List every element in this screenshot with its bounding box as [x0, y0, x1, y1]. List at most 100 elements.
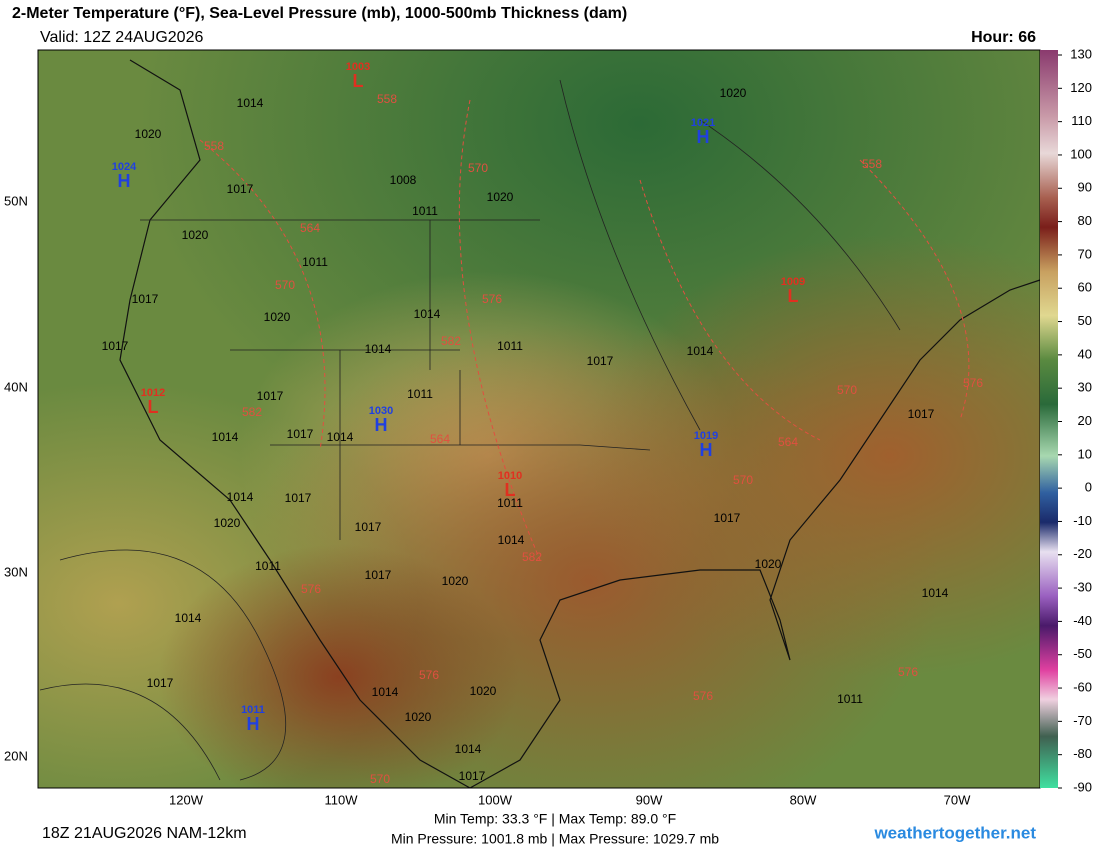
- isobar-label: 1017: [355, 520, 382, 534]
- longitude-label: 120W: [169, 792, 204, 807]
- isobar-label: 1011: [837, 692, 863, 706]
- colorbar-label: 110: [1071, 113, 1092, 128]
- colorbar-label: 30: [1078, 380, 1092, 395]
- isobar-label: 1020: [135, 127, 162, 141]
- colorbar-label: 50: [1078, 313, 1092, 328]
- isobar-label: 1020: [214, 516, 241, 530]
- thickness-label: 582: [242, 405, 262, 419]
- isobar-label: 1011: [255, 559, 281, 573]
- latitude-label: 20N: [4, 748, 28, 763]
- colorbar: [1040, 50, 1058, 788]
- colorbar-label: 100: [1070, 146, 1092, 161]
- isobar-label: 1020: [755, 557, 782, 571]
- longitude-label: 110W: [325, 792, 359, 807]
- isobar-label: 1020: [470, 684, 497, 698]
- pressure-center-letter: H: [375, 415, 388, 435]
- pressure-center-letter: L: [788, 286, 799, 306]
- isobar-label: 1020: [405, 710, 432, 724]
- pressure-center-value: 1009: [781, 276, 805, 288]
- map-field: [37, 49, 1041, 789]
- isobar-label: 1014: [327, 430, 354, 444]
- isobar-label: 1017: [102, 339, 129, 353]
- isobar-label: 1014: [365, 342, 392, 356]
- site-credit: weathertogether.net: [873, 823, 1036, 842]
- model-run: 18Z 21AUG2026 NAM-12km: [42, 825, 247, 842]
- longitude-label: 100W: [478, 792, 513, 807]
- thickness-label: 576: [963, 376, 983, 390]
- pressure-center-letter: L: [505, 480, 516, 500]
- isobar-label: 1014: [175, 611, 202, 625]
- longitude-label: 70W: [944, 792, 971, 807]
- isobar-label: 1017: [587, 354, 614, 368]
- colorbar-label: -50: [1073, 646, 1092, 661]
- thickness-label: 564: [300, 221, 320, 235]
- longitude-label: 90W: [636, 792, 663, 807]
- pressure-center-value: 1003: [346, 61, 370, 73]
- colorbar-label: 10: [1078, 446, 1092, 461]
- isobar-label: 1020: [264, 310, 291, 324]
- isobar-label: 1017: [132, 292, 159, 306]
- isobar-label: 1014: [455, 742, 482, 756]
- pressure-range: Min Pressure: 1001.8 mb | Max Pressure: …: [391, 831, 719, 847]
- colorbar-label: -10: [1073, 513, 1092, 528]
- isobar-label: 1011: [302, 255, 328, 269]
- thickness-label: 564: [778, 435, 798, 449]
- isobar-label: 1017: [257, 389, 284, 403]
- colorbar-label: 120: [1070, 80, 1092, 95]
- colorbar-label: -30: [1073, 580, 1092, 595]
- pressure-center-value: 1021: [691, 117, 715, 129]
- colorbar-label: -60: [1073, 679, 1092, 694]
- colorbar-label: 40: [1078, 346, 1092, 361]
- isobar-label: 1014: [414, 307, 441, 321]
- isobar-label: 1014: [237, 96, 264, 110]
- pressure-center-value: 1019: [694, 430, 718, 442]
- longitude-label: 80W: [790, 792, 817, 807]
- pressure-center-letter: H: [697, 127, 710, 147]
- isobar-label: 1017: [285, 491, 312, 505]
- colorbar-label: -40: [1073, 613, 1092, 628]
- thickness-label: 576: [482, 292, 502, 306]
- isobar-label: 1017: [147, 676, 174, 690]
- isobar-label: 1011: [497, 496, 523, 510]
- isobar-label: 1017: [714, 511, 741, 525]
- isobar-label: 1011: [407, 387, 433, 401]
- isobar-label: 1017: [287, 427, 314, 441]
- pressure-center-letter: H: [247, 714, 260, 734]
- colorbar-label: 130: [1070, 46, 1092, 61]
- pressure-center-letter: L: [353, 71, 364, 91]
- title: 2-Meter Temperature (°F), Sea-Level Pres…: [12, 5, 627, 22]
- thickness-label: 570: [837, 383, 857, 397]
- latitude-label: 40N: [4, 379, 28, 394]
- isobar-label: 1017: [365, 568, 392, 582]
- pressure-center-letter: L: [148, 397, 159, 417]
- thickness-label: 570: [275, 278, 295, 292]
- latitude-label: 30N: [4, 564, 28, 579]
- latitude-label: 50N: [4, 193, 28, 208]
- isobar-label: 1020: [182, 228, 209, 242]
- isobar-label: 1014: [498, 533, 525, 547]
- thickness-label: 564: [430, 432, 450, 446]
- colorbar-label: -20: [1073, 546, 1092, 561]
- colorbar-label: 0: [1085, 480, 1092, 495]
- thickness-label: 576: [419, 668, 439, 682]
- isobar-label: 1014: [687, 344, 714, 358]
- colorbar-label: -70: [1073, 713, 1092, 728]
- colorbar-label: 70: [1078, 246, 1092, 261]
- isobar-label: 1020: [442, 574, 469, 588]
- colorbar-label: 80: [1078, 213, 1092, 228]
- pressure-center-value: 1030: [369, 405, 393, 417]
- pressure-center-value: 1012: [141, 387, 165, 399]
- thickness-label: 570: [733, 473, 753, 487]
- temperature-range: Min Temp: 33.3 °F | Max Temp: 89.0 °F: [434, 811, 676, 827]
- isobar-label: 1017: [227, 182, 254, 196]
- colorbar-label: 90: [1078, 180, 1092, 195]
- pressure-center-value: 1010: [498, 470, 522, 482]
- thickness-label: 558: [377, 92, 397, 106]
- colorbar-label: -90: [1073, 779, 1092, 794]
- isobar-label: 1020: [487, 190, 514, 204]
- isobar-label: 1008: [390, 173, 417, 187]
- isobar-label: 1011: [497, 339, 523, 353]
- thickness-label: 582: [522, 550, 542, 564]
- thickness-label: 576: [898, 665, 918, 679]
